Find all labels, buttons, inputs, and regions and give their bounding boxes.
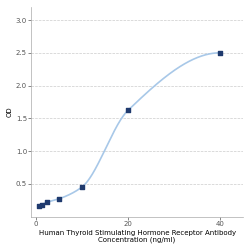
- Point: [126, 108, 130, 112]
- X-axis label: Human Thyroid Stimulating Hormone Receptor Antibody
Concentration (ng/ml): Human Thyroid Stimulating Hormone Recept…: [38, 230, 236, 243]
- Point: [57, 197, 61, 201]
- Point: [218, 51, 222, 55]
- Point: [40, 202, 44, 206]
- Point: [45, 200, 49, 204]
- Y-axis label: OD: OD: [7, 106, 13, 117]
- Point: [37, 204, 41, 208]
- Point: [80, 185, 84, 189]
